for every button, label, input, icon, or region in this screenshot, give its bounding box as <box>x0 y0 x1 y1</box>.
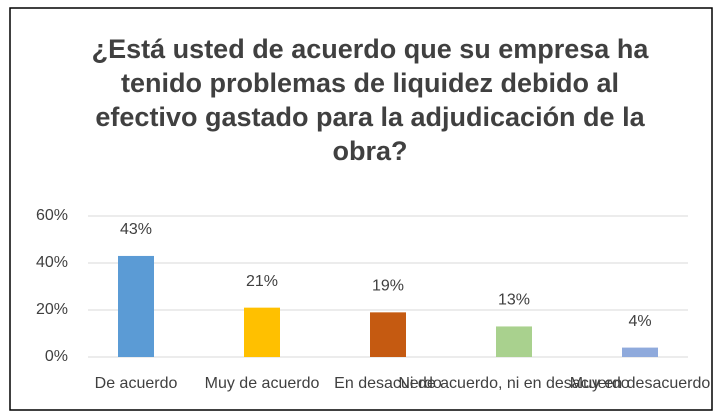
value-label: 43% <box>120 221 152 238</box>
x-tick-label: En desacuerdo <box>334 375 442 392</box>
y-tick-label: 0% <box>45 348 68 365</box>
bar <box>496 326 532 357</box>
y-tick-label: 40% <box>36 254 68 271</box>
value-label: 19% <box>372 278 404 295</box>
chart-border <box>9 7 713 411</box>
value-label: 21% <box>246 273 278 290</box>
bar <box>244 307 280 357</box>
value-label: 4% <box>628 313 651 330</box>
y-tick-label: 20% <box>36 301 68 318</box>
bar <box>370 312 406 357</box>
x-tick-label: De acuerdo <box>95 375 178 392</box>
bar <box>622 347 658 357</box>
chart-title: ¿Está usted de acuerdo que su empresa ha… <box>91 34 649 166</box>
value-label: 13% <box>498 292 530 309</box>
x-tick-label: Muy de acuerdo <box>205 375 320 392</box>
x-tick-label: Ni de acuerdo, ni en desacuerdo <box>398 375 629 392</box>
x-tick-label: Muy en desacuerdo <box>570 375 711 392</box>
y-tick-label: 60% <box>36 207 68 224</box>
bar <box>118 255 154 357</box>
